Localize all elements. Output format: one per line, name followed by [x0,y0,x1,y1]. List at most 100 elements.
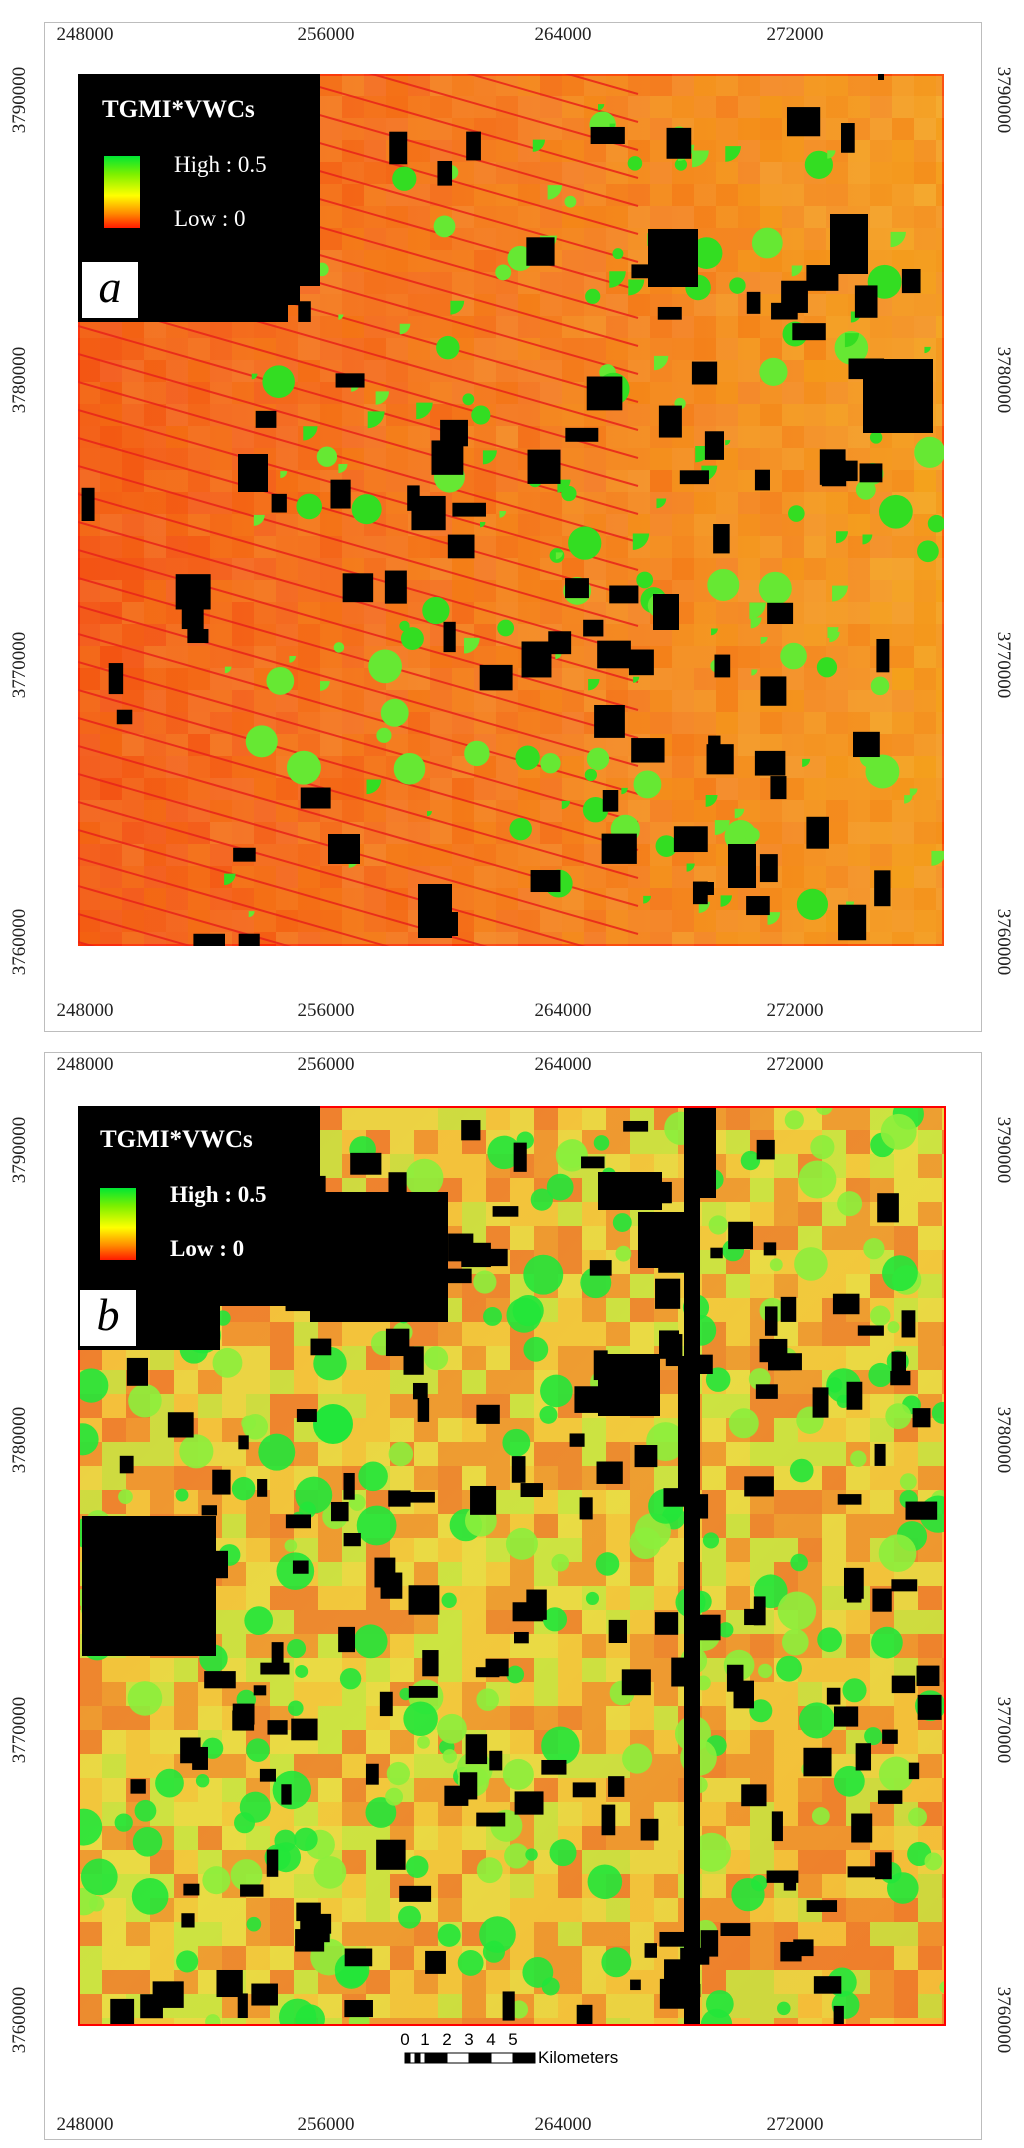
field-patch [122,602,144,624]
scale-bar-graphic [404,2052,536,2064]
field-patch [438,1418,462,1442]
field-patch [650,932,672,946]
field-patch [540,426,562,448]
field-patch [774,1178,798,1202]
field-patch [914,690,936,712]
masked-area [759,854,778,883]
field-patch [102,1682,126,1706]
field-patch [496,404,518,426]
field-patch [474,250,496,272]
field-patch [894,2018,918,2026]
green-field [131,1878,169,1915]
field-patch [798,1490,822,1514]
field-patch [100,932,122,946]
field-patch [122,866,144,888]
green-field [790,1553,808,1572]
masked-area [167,1412,194,1438]
field-patch [798,1850,822,1874]
field-patch [78,1682,102,1706]
field-patch [318,1442,342,1466]
green-field [707,568,740,601]
masked-area [623,1120,649,1132]
field-patch [188,338,210,360]
masked-area [786,107,821,137]
field-patch [174,1466,198,1490]
field-patch [78,1706,102,1730]
field-patch [518,272,540,294]
field-patch [870,712,892,734]
field-patch [774,1274,798,1298]
field-patch [798,1322,822,1346]
field-patch [628,470,650,492]
green-field [464,740,490,767]
green-field [392,166,417,191]
y-tick-left: 3770000 [9,1696,30,1764]
panel-label-a: a [82,262,138,318]
field-patch [672,866,694,888]
field-patch [558,1490,582,1514]
masked-area [444,1785,469,1806]
x-tick-bottom: 264000 [534,2114,592,2135]
field-patch [276,866,298,888]
field-patch [894,1154,918,1178]
green-field [878,1756,914,1792]
field-patch [298,844,320,866]
field-patch [540,294,562,316]
field-patch [102,1730,126,1754]
field-patch [804,426,826,448]
green-field [750,617,762,629]
field-patch [294,1874,318,1898]
field-patch [774,1370,798,1394]
field-patch [558,2018,582,2026]
field-patch [914,712,936,734]
masked-area [376,1839,406,1870]
field-patch [78,1730,102,1754]
field-patch [102,1346,126,1370]
field-patch [630,1634,654,1658]
field-patch [452,74,474,96]
masked-area [574,1386,604,1413]
field-patch [782,360,804,382]
green-field [588,678,600,691]
field-patch [606,734,628,756]
field-patch [846,1346,870,1370]
green-field [880,1113,917,1150]
green-field [246,1916,262,1932]
field-patch [650,910,672,932]
field-patch [474,338,496,360]
green-field [502,1428,531,1457]
field-patch [936,228,944,250]
field-patch [582,2018,606,2026]
green-field [643,895,651,904]
green-field [750,1874,768,1892]
green-field [504,1843,530,1869]
field-patch [894,1442,918,1466]
field-patch [298,404,320,426]
field-patch [254,910,276,932]
field-patch [826,888,848,910]
field-patch [798,1874,822,1898]
field-patch [914,492,936,514]
field-patch [232,712,254,734]
field-patch [188,492,210,514]
masked-area [180,1737,201,1764]
field-patch [270,1682,294,1706]
field-patch [628,932,650,946]
field-patch [750,1730,774,1754]
field-patch [738,712,760,734]
field-patch [320,580,342,602]
field-patch [150,1658,174,1682]
field-patch [298,448,320,470]
field-patch [936,360,944,382]
field-patch [782,800,804,822]
masked-area [108,663,124,695]
field-patch [760,162,782,184]
field-patch [750,1178,774,1202]
field-patch [496,646,518,668]
field-patch [166,514,188,536]
field-patch [364,470,386,492]
field-patch [496,580,518,602]
field-patch [144,404,166,426]
field-patch [254,624,276,646]
field-patch [936,866,944,888]
